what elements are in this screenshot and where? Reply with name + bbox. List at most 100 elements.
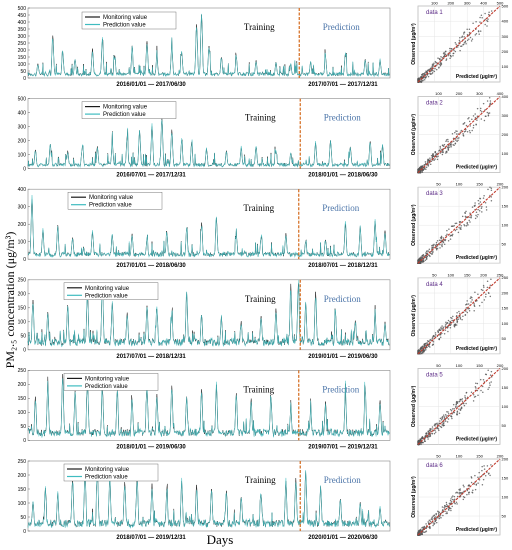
scatter-point [437, 513, 440, 515]
scatter-point [459, 318, 462, 320]
scatter-point [489, 194, 491, 197]
legend-prediction-label: Prediction value [85, 384, 128, 390]
scatter-point [477, 394, 479, 397]
scatter-point [490, 187, 493, 189]
scatter-point [463, 36, 465, 38]
legend-prediction-label: Prediction value [103, 112, 146, 118]
scatter-point [466, 303, 468, 305]
scatter-point [433, 155, 435, 157]
scatter-point [490, 381, 492, 383]
scatter-y-tick-label: 100 [502, 321, 509, 326]
scatter-point [477, 476, 479, 478]
scatter-point [429, 520, 432, 523]
scatter-point [440, 327, 442, 330]
scatter-point [441, 56, 444, 59]
scatter-point [451, 417, 453, 420]
training-region-label: Training [245, 475, 276, 485]
scatter-point [437, 331, 440, 334]
scatter-point [442, 424, 444, 426]
y-tick-label: 200 [18, 138, 27, 144]
scatter-point [447, 413, 450, 415]
scatter-point [456, 46, 459, 48]
scatter-point [459, 400, 461, 402]
scatter-point [485, 206, 488, 208]
scatter-x-tick-label: 150 [464, 272, 471, 277]
prediction-series-line [27, 13, 390, 78]
scatter-point [449, 143, 452, 146]
scatter-point [474, 474, 476, 477]
scatter-x-axis-label: Predicted (μg/m³) [456, 436, 497, 442]
scatter-point [449, 57, 451, 59]
y-tick-label: 400 [18, 110, 27, 116]
scatter-point [447, 54, 449, 57]
scatter-point [451, 408, 454, 410]
scatter-point [471, 129, 473, 132]
scatter-point [432, 245, 435, 247]
scatter-point [442, 326, 445, 328]
scatter-point [452, 495, 454, 497]
legend-box [67, 191, 163, 210]
scatter-point [427, 250, 430, 252]
y-tick-label: 200 [18, 473, 27, 479]
y-tick-label: 50 [20, 69, 26, 75]
scatter-point [465, 210, 467, 213]
scatter-point [479, 197, 482, 200]
scatter-point [465, 225, 468, 227]
scatter-point [445, 321, 447, 324]
scatter-point [450, 498, 452, 500]
scatter-point [432, 69, 434, 72]
scatter-point [489, 474, 491, 477]
scatter-point [435, 68, 438, 71]
scatter-point [460, 407, 463, 410]
scatter-point [474, 113, 476, 115]
scatter-fit-line [417, 5, 501, 83]
scatter-point [481, 111, 483, 113]
y-tick-label: 0 [23, 166, 26, 172]
scatter-point [466, 28, 468, 30]
scatter-point [450, 509, 452, 512]
scatter-point [470, 391, 473, 394]
scatter-point [470, 40, 473, 42]
scatter-point [474, 202, 476, 204]
scatter-point [431, 426, 434, 428]
scatter-point [442, 150, 444, 153]
scatter-point [434, 431, 437, 433]
scatter-point [447, 411, 449, 413]
training-period-label: 2016/01/01 — 2017/06/30 [116, 82, 186, 88]
scatter-point [468, 493, 470, 495]
scatter-point [445, 415, 448, 417]
scatter-point [464, 211, 466, 214]
scatter-point [489, 100, 492, 102]
training-region-label: Training [243, 203, 274, 213]
scatter-point [443, 54, 446, 57]
scatter-point [441, 325, 443, 327]
scatter-point [434, 334, 437, 336]
scatter-point [417, 79, 419, 82]
scatter-x-tick-label: 50 [436, 363, 441, 368]
scatter-y-tick-label: 300 [502, 34, 509, 39]
scatter-point [487, 115, 490, 117]
scatter-point [420, 438, 422, 441]
scatter-point [448, 322, 451, 325]
scatter-point [441, 509, 444, 512]
panel-6: 0 50 100 150 200 250 Training Prediction Monitor… [18, 454, 509, 542]
scatter-point [484, 12, 486, 15]
scatter-point [433, 522, 436, 525]
scatter-point [472, 127, 475, 129]
scatter-point [453, 49, 455, 52]
scatter-point [425, 258, 428, 261]
scatter-point [432, 251, 434, 254]
scatter-point [479, 201, 482, 203]
scatter-point [429, 435, 432, 437]
scatter-point [482, 478, 485, 481]
scatter-point [475, 20, 477, 23]
scatter-point [462, 135, 465, 137]
scatter-point [431, 253, 434, 255]
y-tick-label: 150 [18, 396, 27, 402]
scatter-point [487, 188, 489, 191]
scatter-point [452, 143, 454, 146]
scatter-point [429, 252, 432, 255]
scatter-point [445, 501, 448, 504]
scatter-point [441, 243, 443, 245]
scatter-point [440, 56, 442, 58]
